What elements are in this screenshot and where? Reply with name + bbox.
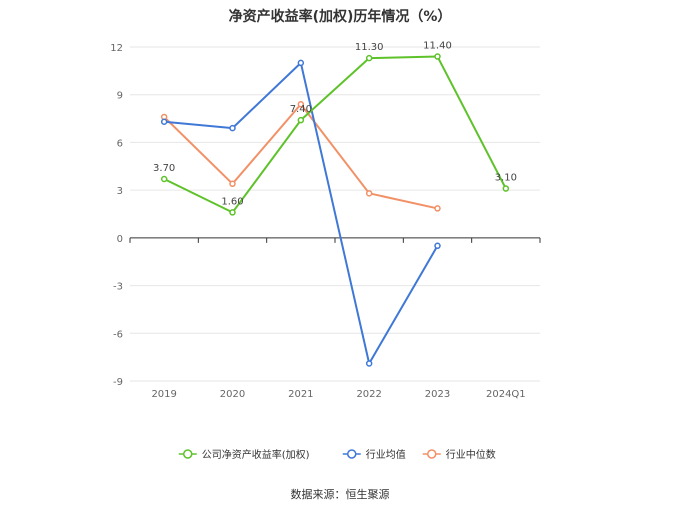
legend-item: 行业均值 bbox=[342, 448, 406, 461]
x-tick-label: 2019 bbox=[151, 389, 176, 400]
legend-item: 公司净资产收益率(加权) bbox=[178, 448, 310, 461]
legend: 公司净资产收益率(加权) 行业均值 行业中位数 bbox=[178, 448, 496, 461]
series-layer bbox=[160, 53, 510, 367]
data-point bbox=[434, 205, 441, 212]
data-point bbox=[365, 54, 373, 62]
x-tick-label: 2024Q1 bbox=[486, 389, 526, 400]
y-tick-label: 12 bbox=[110, 43, 123, 54]
y-tick-label: -9 bbox=[113, 377, 123, 388]
y-tick-label: 6 bbox=[117, 138, 123, 149]
legend-label: 行业中位数 bbox=[446, 448, 496, 461]
data-point bbox=[365, 190, 373, 197]
data-point bbox=[297, 101, 305, 108]
y-tick-label: -3 bbox=[113, 282, 123, 293]
data-label: 3.10 bbox=[495, 173, 517, 184]
series-line bbox=[163, 55, 507, 214]
data-point bbox=[434, 53, 441, 60]
y-tick-label: 9 bbox=[117, 91, 123, 102]
legend-swatch-marker bbox=[347, 449, 357, 459]
legend-swatch-marker bbox=[183, 449, 193, 459]
y-tick-label: -6 bbox=[113, 329, 123, 340]
data-label: 7.40 bbox=[290, 104, 312, 115]
data-point bbox=[229, 209, 236, 216]
y-tick-label: 3 bbox=[117, 186, 123, 197]
legend-label: 公司净资产收益率(加权) bbox=[202, 448, 310, 461]
data-source: 数据来源：恒生聚源 bbox=[290, 488, 390, 501]
data-label: 3.70 bbox=[153, 163, 175, 174]
data-point bbox=[160, 118, 168, 126]
data-point bbox=[229, 180, 236, 188]
legend-item: 行业中位数 bbox=[422, 448, 496, 461]
legend-swatch-marker bbox=[427, 449, 437, 459]
data-label: 1.60 bbox=[221, 196, 243, 207]
data-point bbox=[297, 59, 305, 67]
data-label: 11.40 bbox=[423, 41, 452, 52]
y-tick-label: 0 bbox=[117, 234, 123, 245]
data-point bbox=[160, 175, 168, 183]
legend-label: 行业均值 bbox=[366, 448, 406, 461]
x-tick-label: 2023 bbox=[425, 389, 450, 400]
data-point bbox=[434, 242, 441, 250]
data-label-layer: 3.70 1.60 7.40 11.30 11.40 3.10 bbox=[153, 41, 517, 208]
x-tick-label: 2021 bbox=[288, 389, 313, 400]
axis-layer: 12 9 6 3 0 -3 -6 -9 2019 2020 2021 2022 2023 2024Q1 bbox=[110, 43, 541, 400]
x-tick-label: 2022 bbox=[356, 389, 381, 400]
data-point bbox=[502, 185, 510, 192]
data-point bbox=[297, 116, 305, 124]
data-point bbox=[365, 360, 373, 367]
data-label: 11.30 bbox=[355, 42, 384, 53]
chart-title: 净资产收益率(加权)历年情况（%） bbox=[228, 9, 452, 25]
data-point bbox=[229, 124, 236, 132]
x-tick-label: 2020 bbox=[220, 389, 245, 400]
